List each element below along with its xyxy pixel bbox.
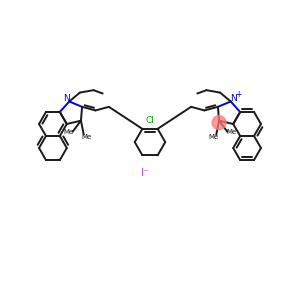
Text: I⁻: I⁻	[140, 168, 150, 178]
Text: Me: Me	[64, 129, 74, 135]
Text: N: N	[63, 94, 70, 103]
Text: N: N	[230, 94, 237, 103]
Text: +: +	[236, 90, 242, 99]
Text: Me: Me	[208, 134, 218, 140]
Text: Me: Me	[226, 129, 236, 135]
Circle shape	[212, 116, 226, 130]
Text: Cl: Cl	[146, 116, 154, 125]
Text: Me: Me	[82, 134, 92, 140]
